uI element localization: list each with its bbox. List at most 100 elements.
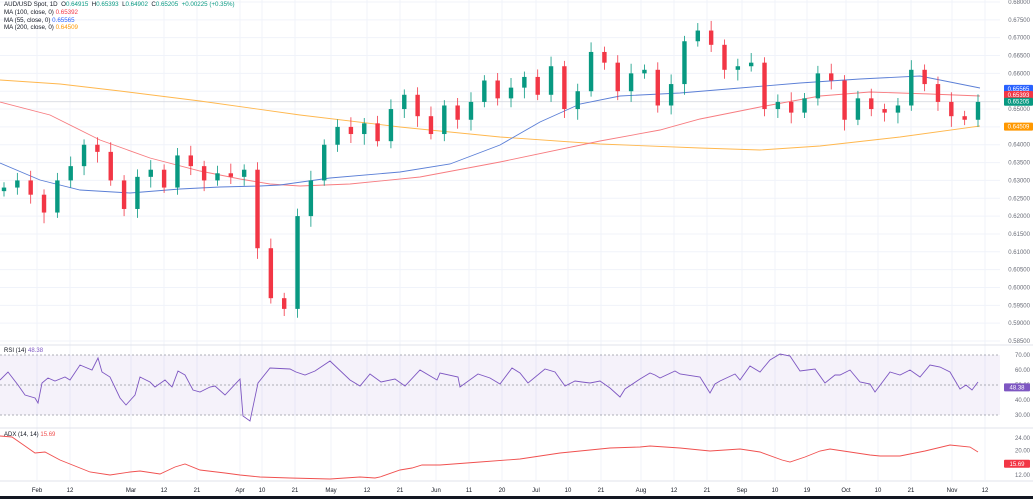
candle-bullish[interactable]: [522, 76, 527, 88]
candle-bullish[interactable]: [402, 94, 407, 110]
candle-bullish[interactable]: [775, 101, 781, 110]
candle-bearish[interactable]: [255, 169, 260, 249]
candle-bullish[interactable]: [1, 187, 7, 192]
rsi-legend[interactable]: RSI (14) 48.38: [4, 348, 44, 354]
time-axis-label: 11: [466, 488, 473, 494]
candle-bearish[interactable]: [535, 76, 540, 95]
time-axis-label: Feb: [32, 488, 43, 494]
adx-line: [0, 435, 979, 480]
candle-bullish[interactable]: [322, 144, 327, 181]
candle-bearish[interactable]: [562, 66, 567, 110]
candle-bearish[interactable]: [708, 30, 714, 45]
candle-bullish[interactable]: [588, 51, 594, 92]
candle-bullish[interactable]: [215, 173, 220, 181]
candle-bullish[interactable]: [855, 98, 861, 120]
candle-bearish[interactable]: [495, 80, 500, 99]
adx-legend[interactable]: ADX (14, 14) 15.69: [4, 432, 56, 438]
candle-bearish[interactable]: [615, 62, 620, 92]
candle-bullish[interactable]: [81, 144, 87, 167]
candle-bearish[interactable]: [188, 155, 193, 167]
ma200-legend[interactable]: MA (200, close, 0) 0.64509: [4, 24, 78, 32]
candle-bearish[interactable]: [281, 298, 287, 309]
candle-bullish[interactable]: [975, 101, 981, 120]
candle-bullish[interactable]: [909, 69, 914, 106]
candle-bearish[interactable]: [201, 166, 207, 181]
candle-bullish[interactable]: [135, 176, 140, 209]
candle-bullish[interactable]: [815, 73, 821, 99]
candle-bullish[interactable]: [55, 180, 60, 213]
candle-bullish[interactable]: [241, 169, 247, 177]
candle-bullish[interactable]: [388, 109, 394, 142]
time-axis-label: 21: [598, 488, 605, 494]
candle-bullish[interactable]: [682, 41, 687, 85]
candle-bullish[interactable]: [175, 155, 180, 188]
ma55-line: [0, 75, 981, 194]
close-tag-text: 0.65205: [1008, 100, 1030, 106]
candle-bullish[interactable]: [802, 98, 807, 113]
ma55-legend[interactable]: MA (55, close, 0) 0.65565: [4, 16, 75, 24]
candle-bullish[interactable]: [508, 87, 514, 99]
candle-bearish[interactable]: [375, 123, 380, 142]
ma100-legend[interactable]: MA (100, close, 0) 0.65392: [4, 8, 78, 16]
candle-bearish[interactable]: [428, 116, 434, 135]
candle-bearish[interactable]: [121, 180, 127, 209]
candle-bullish[interactable]: [642, 69, 647, 74]
open-value: 0.64915: [65, 1, 89, 8]
adx-value: 15.69: [40, 432, 56, 438]
candle-bullish[interactable]: [335, 126, 340, 145]
time-axis-label: 12: [982, 488, 989, 494]
candle-bearish[interactable]: [722, 44, 727, 70]
chart-legend: AUD/USD Spot, 1D O0.64915 H0.65393 L0.64…: [4, 1, 235, 32]
candle-bullish[interactable]: [468, 101, 474, 120]
candle-bearish[interactable]: [762, 62, 767, 110]
close-tag: [1004, 97, 1033, 106]
candle-bearish[interactable]: [95, 144, 100, 152]
candle-bearish[interactable]: [829, 73, 834, 81]
candle-bearish[interactable]: [962, 116, 967, 120]
candle-bullish[interactable]: [895, 105, 901, 113]
candle-bearish[interactable]: [28, 180, 33, 195]
candle-bearish[interactable]: [842, 80, 847, 120]
time-axis-label: Jul: [532, 488, 540, 494]
candle-bearish[interactable]: [348, 126, 354, 135]
candle-bullish[interactable]: [68, 166, 73, 181]
candle-bearish[interactable]: [41, 194, 47, 213]
candle-bearish[interactable]: [268, 248, 274, 299]
candle-bullish[interactable]: [482, 80, 487, 102]
price-axis-label: 0.66500: [1008, 54, 1030, 60]
candle-bearish[interactable]: [882, 109, 887, 113]
time-axis-label: 10: [875, 488, 882, 494]
time-axis-label: 21: [397, 488, 404, 494]
candle-bearish[interactable]: [161, 169, 167, 188]
candle-bearish[interactable]: [869, 98, 874, 110]
rsi-axis-label: 30.00: [1015, 413, 1031, 419]
candle-bullish[interactable]: [308, 180, 314, 217]
candle-bearish[interactable]: [602, 51, 607, 63]
candle-bearish[interactable]: [922, 69, 927, 85]
candle-bullish[interactable]: [748, 62, 754, 67]
candle-bullish[interactable]: [668, 84, 674, 106]
candle-bearish[interactable]: [949, 101, 954, 117]
high-value: 0.65393: [96, 1, 119, 8]
candle-bearish[interactable]: [108, 151, 113, 181]
candle-bullish[interactable]: [295, 216, 300, 309]
candle-bullish[interactable]: [362, 123, 367, 135]
price-axis-label: 0.67500: [1008, 18, 1030, 24]
candle-bearish[interactable]: [935, 84, 941, 102]
candle-bullish[interactable]: [442, 105, 447, 135]
candle-bearish[interactable]: [415, 94, 420, 117]
candle-bearish[interactable]: [228, 173, 234, 177]
candle-bearish[interactable]: [655, 69, 660, 106]
candle-bullish[interactable]: [628, 73, 634, 92]
candle-bullish[interactable]: [575, 91, 580, 110]
candle-bullish[interactable]: [695, 30, 701, 42]
symbol-row[interactable]: AUD/USD Spot, 1D O0.64915 H0.65393 L0.64…: [4, 1, 235, 8]
candle-bullish[interactable]: [148, 169, 153, 177]
candle-bearish[interactable]: [789, 101, 794, 113]
candle-bearish[interactable]: [455, 105, 460, 120]
candle-bullish[interactable]: [15, 180, 20, 188]
candle-bullish[interactable]: [735, 66, 741, 70]
candle-bullish[interactable]: [548, 66, 554, 95]
